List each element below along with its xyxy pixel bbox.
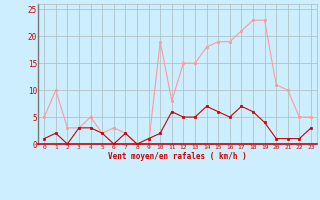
- X-axis label: Vent moyen/en rafales ( km/h ): Vent moyen/en rafales ( km/h ): [108, 152, 247, 161]
